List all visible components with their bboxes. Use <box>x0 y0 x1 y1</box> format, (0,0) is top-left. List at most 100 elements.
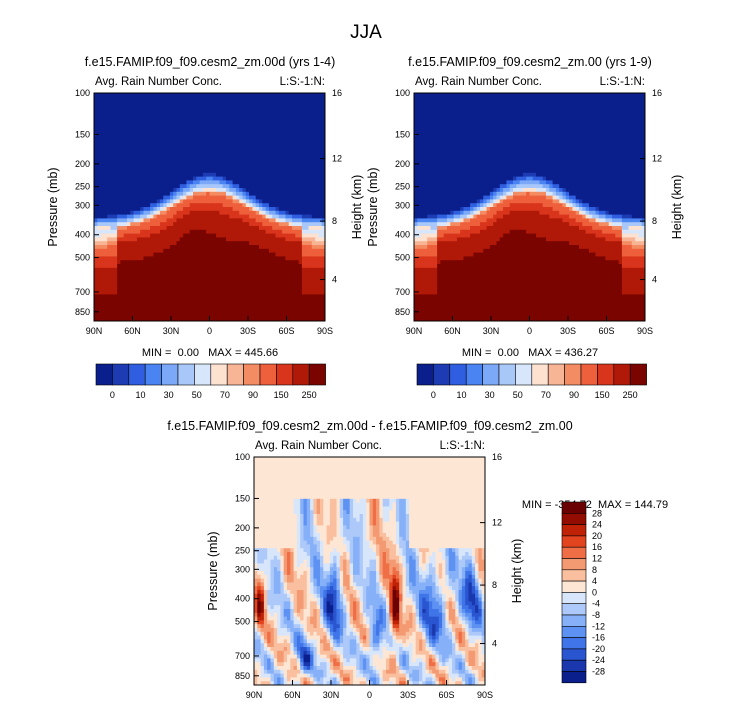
heatmap-cell <box>176 286 181 291</box>
heatmap-cell <box>156 286 161 291</box>
heatmap-cell <box>301 313 306 318</box>
heatmap-cell <box>447 199 451 204</box>
heatmap-cell <box>239 241 243 246</box>
heatmap-cell <box>153 146 158 151</box>
heatmap-cell <box>100 161 105 166</box>
heatmap-cell <box>202 302 207 307</box>
heatmap-cell <box>226 210 230 215</box>
heatmap-cell <box>440 188 445 193</box>
heatmap-cell <box>229 210 233 215</box>
heatmap-cell <box>212 93 217 98</box>
heatmap-cell <box>216 233 220 238</box>
heatmap-cell <box>103 93 108 98</box>
heatmap-cell <box>249 309 253 314</box>
heatmap-cell <box>318 286 323 291</box>
heatmap-cell <box>222 271 227 276</box>
heatmap-cell <box>166 203 171 208</box>
heatmap-cell <box>166 169 171 174</box>
heatmap-cell <box>295 302 299 307</box>
heatmap-cell <box>103 180 108 185</box>
heatmap-cell <box>252 233 257 238</box>
heatmap-cell <box>196 150 200 155</box>
heatmap-cell <box>97 245 101 250</box>
heatmap-cell <box>183 123 187 128</box>
heatmap-cell <box>219 226 224 231</box>
heatmap-cell <box>150 305 154 310</box>
heatmap-cell <box>199 256 204 261</box>
heatmap-cell <box>249 271 253 276</box>
heatmap-cell <box>212 112 217 117</box>
heatmap-cell <box>433 286 438 291</box>
heatmap-cell <box>440 203 445 208</box>
heatmap-cell <box>308 248 313 253</box>
heatmap-cell <box>202 256 207 261</box>
heatmap-cell <box>100 214 105 219</box>
heatmap-cell <box>222 119 227 124</box>
heatmap-cell <box>301 191 306 196</box>
heatmap-cell <box>301 104 306 109</box>
heatmap-cell <box>107 210 111 215</box>
heatmap-cell <box>295 180 299 185</box>
heatmap-cell <box>183 275 187 280</box>
heatmap-cell <box>143 191 148 196</box>
heatmap-cell <box>216 153 220 158</box>
heatmap-cell <box>166 260 171 265</box>
heatmap-cell <box>143 222 148 227</box>
heatmap-cell <box>94 248 98 253</box>
heatmap-cell <box>193 153 197 158</box>
heatmap-cell <box>268 165 273 170</box>
heatmap-cell <box>169 267 174 272</box>
heatmap-cell <box>110 229 115 234</box>
heatmap-cell <box>239 309 243 314</box>
heatmap-cell <box>199 138 204 143</box>
heatmap-cell <box>209 264 214 269</box>
heatmap-cell <box>110 123 115 128</box>
heatmap-cell <box>259 298 263 303</box>
heatmap-cell <box>278 279 283 284</box>
heatmap-cell <box>103 237 108 242</box>
heatmap-cell <box>110 237 115 242</box>
heatmap-cell <box>417 226 421 231</box>
heatmap-cell <box>193 222 197 227</box>
heatmap-cell <box>420 233 425 238</box>
heatmap-cell <box>127 210 131 215</box>
heatmap-cell <box>107 222 111 227</box>
heatmap-cell <box>150 226 154 231</box>
heatmap-cell <box>176 115 181 120</box>
heatmap-cell <box>443 210 448 215</box>
heatmap-cell <box>443 275 448 280</box>
heatmap-cell <box>150 302 154 307</box>
heatmap-cell <box>97 203 101 208</box>
heatmap-cell <box>232 180 237 185</box>
heatmap-cell <box>318 127 323 132</box>
heatmap-cell <box>318 131 323 136</box>
heatmap-cell <box>150 169 154 174</box>
heatmap-cell <box>219 271 224 276</box>
heatmap-cell <box>295 290 299 295</box>
heatmap-cell <box>239 195 243 200</box>
heatmap-cell <box>226 283 230 288</box>
heatmap-cell <box>219 222 224 227</box>
heatmap-cell <box>179 275 184 280</box>
heatmap-cell <box>110 294 115 299</box>
heatmap-cell <box>199 248 204 253</box>
heatmap-cell <box>169 191 174 196</box>
heatmap-cell <box>166 93 171 98</box>
heatmap-cell <box>308 309 313 314</box>
heatmap-cell <box>443 237 448 242</box>
heatmap-cell <box>447 169 451 174</box>
heatmap-cell <box>146 290 151 295</box>
heatmap-cell <box>447 138 451 143</box>
heatmap-cell <box>160 188 164 193</box>
heatmap-cell <box>219 165 224 170</box>
heatmap-cell <box>298 119 303 124</box>
heatmap-cell <box>311 96 316 101</box>
heatmap-cell <box>166 252 171 257</box>
heatmap-cell <box>140 104 144 109</box>
heatmap-cell <box>275 180 280 185</box>
heatmap-cell <box>295 313 299 318</box>
heatmap-cell <box>117 119 121 124</box>
heatmap-cell <box>113 248 118 253</box>
heatmap-cell <box>189 203 194 208</box>
heatmap-cell <box>427 245 431 250</box>
